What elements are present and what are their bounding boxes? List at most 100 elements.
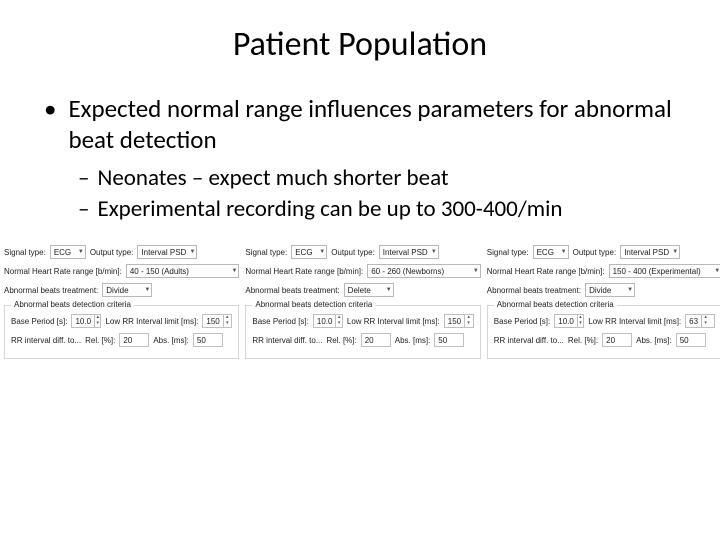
chevron-down-icon: ▼ — [473, 268, 479, 274]
low-rr-input-value: 150 — [203, 315, 222, 327]
output-type-select-value: Interval PSD — [383, 248, 428, 257]
group-legend: Abnormal beats detection criteria — [11, 300, 134, 309]
base-period-label: Base Period [s]: — [11, 317, 67, 326]
spinner-arrows-icon[interactable]: ▴▾ — [335, 315, 341, 327]
rel-input[interactable]: 20 — [602, 333, 632, 347]
abs-input[interactable]: 50 — [193, 333, 223, 347]
low-rr-input[interactable]: 150▴▾ — [202, 314, 232, 328]
base-period-input[interactable]: 10.0▴▾ — [554, 314, 584, 328]
treatment-select[interactable]: Delete ▼ — [344, 283, 394, 297]
signal-type-select[interactable]: ECG▼ — [291, 245, 327, 259]
output-type-select-value: Interval PSD — [624, 248, 669, 257]
rel-input-value: 20 — [123, 336, 132, 345]
bullet-dash-icon: – — [78, 164, 89, 194]
chevron-down-icon: ▼ — [561, 249, 567, 255]
chevron-down-icon: ▼ — [78, 249, 84, 255]
rel-label: Rel. [%]: — [327, 336, 357, 345]
bullet-main-text: Expected normal range influences paramet… — [68, 93, 680, 156]
abs-input[interactable]: 50 — [676, 333, 706, 347]
treatment-select[interactable]: Divide▼ — [102, 283, 152, 297]
rel-label: Rel. [%]: — [568, 336, 598, 345]
signal-type-label: Signal type: — [487, 248, 529, 257]
output-type-select[interactable]: Interval PSD▼ — [379, 245, 439, 259]
chevron-down-icon: ▼ — [144, 287, 150, 293]
low-rr-label: Low RR Interval limit [ms]: — [588, 317, 681, 326]
base-period-input[interactable]: 10.0▴▾ — [71, 314, 101, 328]
base-period-input-value: 10.0 — [555, 315, 577, 327]
rr-diff-label: RR interval diff. to... — [494, 336, 564, 345]
base-period-label: Base Period [s]: — [252, 317, 308, 326]
bullet-sub-2-text: Experimental recording can be up to 300-… — [97, 195, 562, 225]
output-type-label: Output type: — [90, 248, 134, 257]
spinner-arrows-icon[interactable]: ▴▾ — [577, 315, 583, 327]
abs-input-value: 50 — [680, 336, 689, 345]
output-type-select[interactable]: Interval PSD▼ — [137, 245, 197, 259]
hr-range-label: Normal Heart Rate range [b/min]: — [487, 267, 605, 276]
abs-input[interactable]: 50 — [434, 333, 464, 347]
group-legend: Abnormal beats detection criteria — [252, 300, 375, 309]
signal-type-select[interactable]: ECG ▼ — [50, 245, 86, 259]
rel-input[interactable]: 20 — [119, 333, 149, 347]
rr-diff-label: RR interval diff. to... — [252, 336, 322, 345]
page-title: Patient Population — [40, 24, 680, 65]
abs-label: Abs. [ms]: — [153, 336, 189, 345]
chevron-down-icon: ▼ — [714, 268, 720, 274]
abs-input-value: 50 — [438, 336, 447, 345]
low-rr-input[interactable]: 150▴▾ — [444, 314, 474, 328]
bullet-list: • Expected normal range influences param… — [40, 93, 680, 225]
treatment-select[interactable]: Divide▼ — [585, 283, 635, 297]
output-type-label: Output type: — [573, 248, 617, 257]
treatment-select-value: Delete — [348, 286, 371, 295]
spinner-arrows-icon[interactable]: ▴▾ — [701, 315, 709, 327]
hr-range-label: Normal Heart Rate range [b/min]: — [245, 267, 363, 276]
low-rr-input[interactable]: 63▴▾ — [685, 314, 715, 328]
rel-input-value: 20 — [365, 336, 374, 345]
chevron-down-icon: ▼ — [319, 249, 325, 255]
hr-range-select[interactable]: 40 - 150 (Adults) ▼ — [126, 264, 240, 278]
base-period-label: Base Period [s]: — [494, 317, 550, 326]
chevron-down-icon: ▼ — [672, 249, 678, 255]
spinner-arrows-icon[interactable]: ▴▾ — [464, 315, 472, 327]
low-rr-label: Low RR Interval limit [ms]: — [347, 317, 440, 326]
treatment-label: Abnormal beats treatment: — [245, 286, 339, 295]
signal-type-label: Signal type: — [4, 248, 46, 257]
treatment-label: Abnormal beats treatment: — [487, 286, 581, 295]
signal-type-select[interactable]: ECG ▼ — [533, 245, 569, 259]
output-type-select-value: Interval PSD — [141, 248, 186, 257]
settings-panel-2: Signal type: ECG ▼ Output type: Interval … — [487, 245, 720, 359]
base-period-input-value: 10.0 — [314, 315, 336, 327]
hr-range-label: Normal Heart Rate range [b/min]: — [4, 267, 122, 276]
bullet-sub-1: – Neonates – expect much shorter beat — [78, 164, 680, 194]
low-rr-label: Low RR Interval limit [ms]: — [105, 317, 198, 326]
signal-type-select-value: ECG — [537, 248, 554, 257]
signal-type-label: Signal type: — [245, 248, 287, 257]
base-period-input[interactable]: 10.0▴▾ — [313, 314, 343, 328]
output-type-select[interactable]: Interval PSD▼ — [620, 245, 680, 259]
settings-panel-1: Signal type: ECG▼ Output type: Interval … — [245, 245, 480, 359]
hr-range-select-value: 60 - 260 (Newborns) — [371, 267, 444, 276]
rel-input-value: 20 — [606, 336, 615, 345]
hr-range-select[interactable]: 60 - 260 (Newborns) ▼ — [367, 264, 481, 278]
spinner-arrows-icon[interactable]: ▴▾ — [223, 315, 231, 327]
chevron-down-icon: ▼ — [231, 268, 237, 274]
detection-criteria-group: Abnormal beats detection criteria Base P… — [245, 305, 480, 359]
abs-label: Abs. [ms]: — [395, 336, 431, 345]
chevron-down-icon: ▼ — [431, 249, 437, 255]
spinner-arrows-icon[interactable]: ▴▾ — [94, 315, 100, 327]
signal-type-select-value: ECG — [54, 248, 71, 257]
group-legend: Abnormal beats detection criteria — [494, 300, 617, 309]
rel-input[interactable]: 20 — [361, 333, 391, 347]
abs-input-value: 50 — [197, 336, 206, 345]
detection-criteria-group: Abnormal beats detection criteria Base P… — [4, 305, 239, 359]
hr-range-select-value: 40 - 150 (Adults) — [130, 267, 189, 276]
chevron-down-icon: ▼ — [386, 287, 392, 293]
hr-range-select[interactable]: 150 - 400 (Experimental) ▼ — [609, 264, 720, 278]
chevron-down-icon: ▼ — [627, 287, 633, 293]
low-rr-input-value: 63 — [686, 315, 701, 327]
output-type-label: Output type: — [331, 248, 375, 257]
bullet-dash-icon: – — [78, 195, 89, 225]
hr-range-select-value: 150 - 400 (Experimental) — [613, 267, 701, 276]
bullet-sub-1-text: Neonates – expect much shorter beat — [97, 164, 448, 194]
abs-label: Abs. [ms]: — [636, 336, 672, 345]
base-period-input-value: 10.0 — [72, 315, 94, 327]
